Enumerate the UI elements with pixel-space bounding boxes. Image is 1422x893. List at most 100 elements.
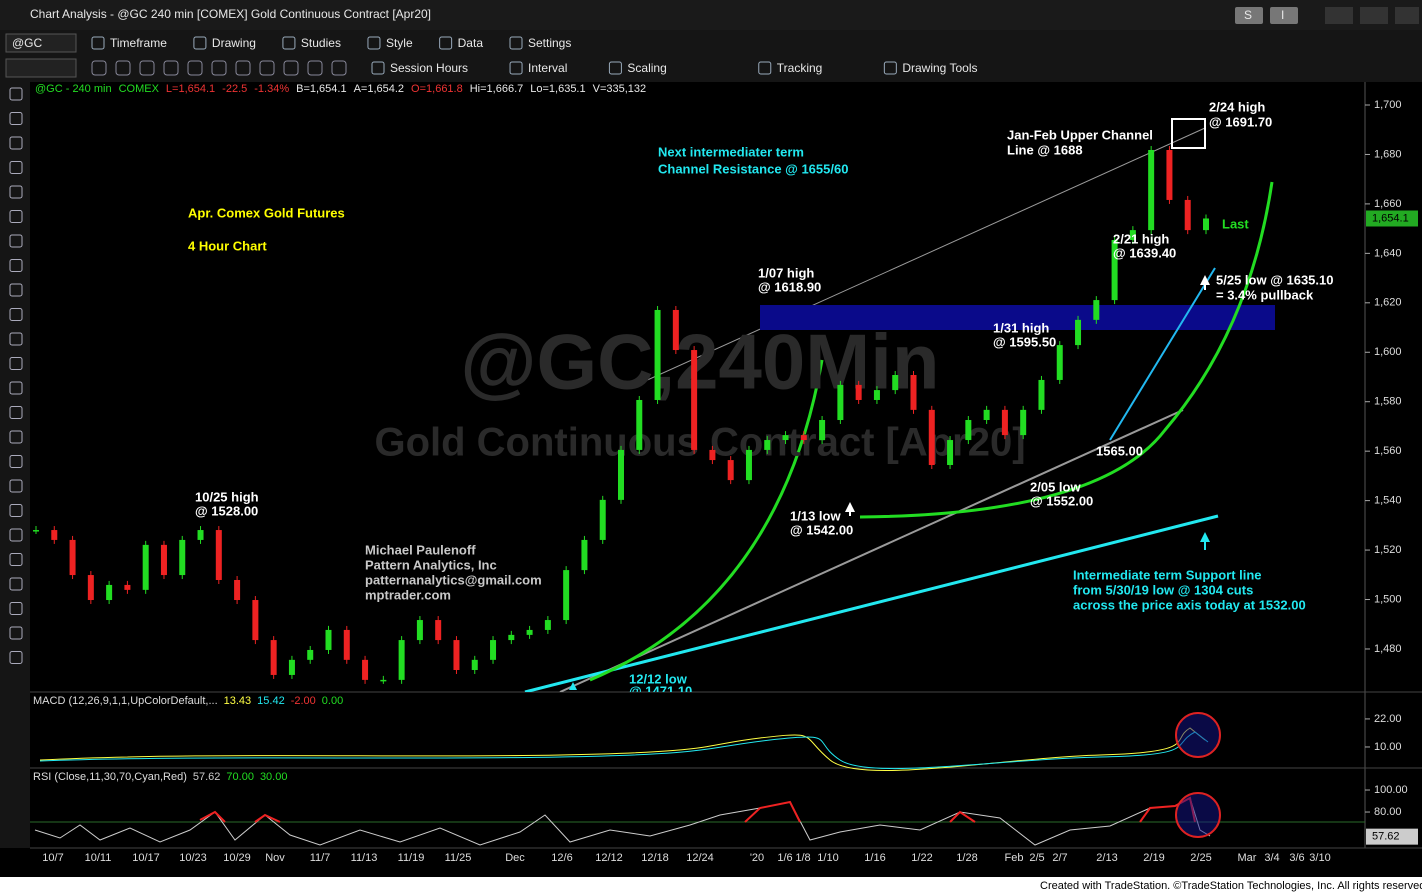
tool-icon[interactable] [115, 60, 131, 76]
annotation: Michael Paulenoff [365, 542, 476, 557]
tool-icon[interactable] [9, 161, 23, 174]
candle [745, 449, 752, 481]
tool-icon[interactable] [9, 381, 23, 395]
toolbar-button[interactable]: Tracking [777, 61, 823, 75]
x-tick-label: 1/22 [911, 852, 932, 864]
tool-icon[interactable] [283, 60, 299, 76]
tool-icon[interactable] [509, 36, 523, 50]
tool-icon[interactable] [9, 185, 23, 199]
toolbar [0, 30, 1422, 82]
tool-icon[interactable] [331, 60, 347, 76]
tool-icon[interactable] [9, 112, 23, 125]
annotation: Channel Resistance @ 1655/60 [658, 161, 848, 176]
tool-icon[interactable] [91, 60, 107, 76]
tool-icon[interactable] [9, 332, 23, 346]
tool-icon[interactable] [9, 259, 23, 272]
tool-icon[interactable] [259, 60, 275, 76]
y-tick-label: 1,560 [1374, 445, 1402, 457]
tool-icon[interactable] [235, 60, 251, 76]
tool-icon[interactable] [9, 626, 23, 640]
tool-icon[interactable] [9, 651, 23, 664]
button[interactable] [1360, 7, 1388, 24]
button[interactable] [1395, 7, 1419, 24]
tool-icon[interactable] [883, 61, 897, 75]
tool-icon[interactable] [211, 60, 227, 76]
tool-icon[interactable] [439, 36, 453, 50]
tool-icon[interactable] [9, 455, 23, 468]
annotation: Last [1222, 216, 1249, 231]
y-tick-label: 1,480 [1374, 643, 1402, 655]
toolbar-button[interactable]: Settings [528, 36, 571, 50]
tool-icon[interactable] [9, 87, 23, 101]
tool-icon[interactable] [139, 60, 155, 76]
tool-icon[interactable] [9, 602, 23, 615]
tool-icon[interactable] [9, 234, 23, 248]
tool-icon[interactable] [91, 36, 105, 50]
candle [362, 659, 369, 680]
study-reading: 30.00 [260, 771, 288, 783]
x-tick-label: 11/25 [445, 852, 472, 864]
tool-icon[interactable] [187, 60, 203, 76]
interval-box[interactable] [5, 58, 77, 78]
tool-icon[interactable] [371, 61, 385, 75]
button-label[interactable]: S [1244, 8, 1252, 22]
tool-icon[interactable] [9, 577, 23, 591]
last-value: 57.62 [1372, 831, 1400, 843]
tool-icon[interactable] [758, 61, 772, 75]
annotation: Line @ 1688 [1007, 142, 1083, 157]
tool-icon[interactable] [9, 479, 23, 493]
toolbar-button[interactable]: Drawing [212, 36, 256, 50]
candle [618, 449, 624, 500]
annotation: Apr. Comex Gold Futures [188, 205, 345, 220]
tool-icon[interactable] [9, 283, 23, 297]
tool-icon[interactable] [9, 504, 23, 517]
toolbar-button[interactable]: Session Hours [390, 61, 468, 75]
candle [837, 384, 844, 421]
candle [416, 620, 423, 641]
candle [398, 640, 405, 680]
toolbar-button[interactable]: Drawing Tools [902, 61, 977, 75]
tool-icon[interactable] [9, 357, 23, 370]
tool-icon[interactable] [193, 36, 207, 50]
toolbar-button[interactable]: Timeframe [110, 36, 167, 50]
candle [727, 460, 734, 481]
tool-icon[interactable] [9, 528, 23, 542]
button-label[interactable]: I [1281, 8, 1284, 22]
tool-icon[interactable] [9, 406, 23, 419]
toolbar-button[interactable]: Data [458, 36, 484, 50]
annotation: Intermediate term Support line [1073, 567, 1262, 582]
x-tick-label: 2/13 [1096, 852, 1117, 864]
status-field: Hi=1,666.7 [470, 83, 524, 95]
button[interactable] [1235, 7, 1263, 24]
tool-icon[interactable] [9, 136, 23, 150]
tool-icon[interactable] [9, 553, 23, 566]
tool-icon[interactable] [163, 60, 179, 76]
y-tick-label: 1,580 [1374, 396, 1402, 408]
tool-icon[interactable] [282, 36, 296, 50]
candle [435, 620, 442, 641]
status-field: V=335,132 [593, 83, 647, 95]
toolbar-button[interactable]: Scaling [627, 61, 666, 75]
annotation: 10/25 high [195, 489, 259, 504]
tool-icon[interactable] [608, 61, 622, 75]
tool-icon[interactable] [9, 308, 23, 321]
tool-icon[interactable] [307, 60, 323, 76]
x-tick-label: 2/19 [1143, 852, 1164, 864]
x-tick-label: 10/11 [85, 852, 112, 864]
toolbar-button[interactable]: Studies [301, 36, 341, 50]
tool-icon[interactable] [367, 36, 381, 50]
tool-icon[interactable] [509, 61, 523, 75]
button[interactable] [1270, 7, 1298, 24]
candle [544, 620, 551, 630]
tool-icon[interactable] [9, 430, 23, 444]
study-reading: 13.43 [224, 695, 252, 707]
symbol-box[interactable] [5, 33, 77, 53]
tool-icon[interactable] [9, 210, 23, 223]
symbol[interactable]: @GC [12, 36, 43, 50]
button[interactable] [1325, 7, 1353, 24]
candle [1148, 149, 1155, 231]
toolbar-button[interactable]: Interval [528, 61, 567, 75]
toolbar-button[interactable]: Style [386, 36, 413, 50]
